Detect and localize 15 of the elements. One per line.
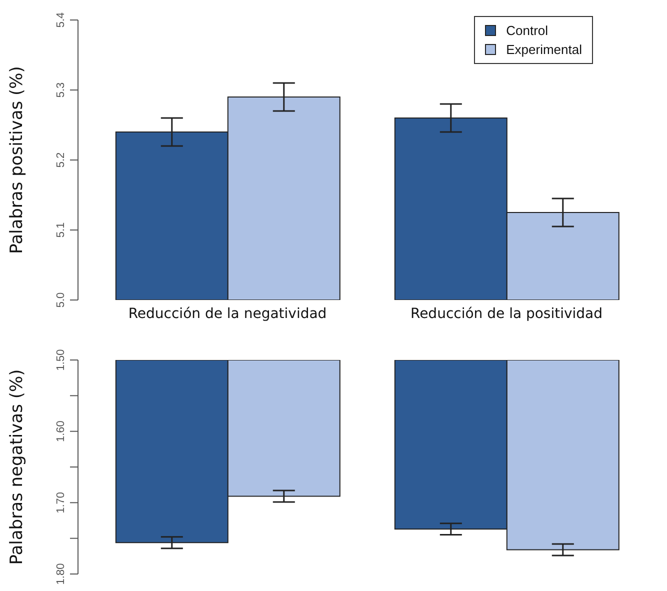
y-tick-label: 5.2 [55, 152, 67, 168]
y-tick-label: 1.50 [55, 349, 67, 371]
legend-label: Control [506, 22, 548, 40]
y-axis-title: Palabras negativas (%) [7, 369, 28, 565]
y-tick-label: 1.60 [55, 420, 67, 442]
y-tick-label: 5.4 [55, 12, 67, 28]
legend-label: Experimental [506, 41, 582, 59]
y-tick-label: 5.1 [55, 222, 67, 238]
x-tick-label: Reducción de la negatividad [128, 306, 327, 322]
y-tick-label: 1.70 [55, 492, 67, 514]
x-tick-label: Reducción de la positividad [410, 306, 603, 322]
y-tick-label: 1.80 [55, 563, 67, 585]
y-axis-title: Palabras positivas (%) [7, 66, 28, 254]
y-tick-label: 5.0 [55, 292, 67, 308]
y-tick-label: 5.3 [55, 82, 67, 98]
